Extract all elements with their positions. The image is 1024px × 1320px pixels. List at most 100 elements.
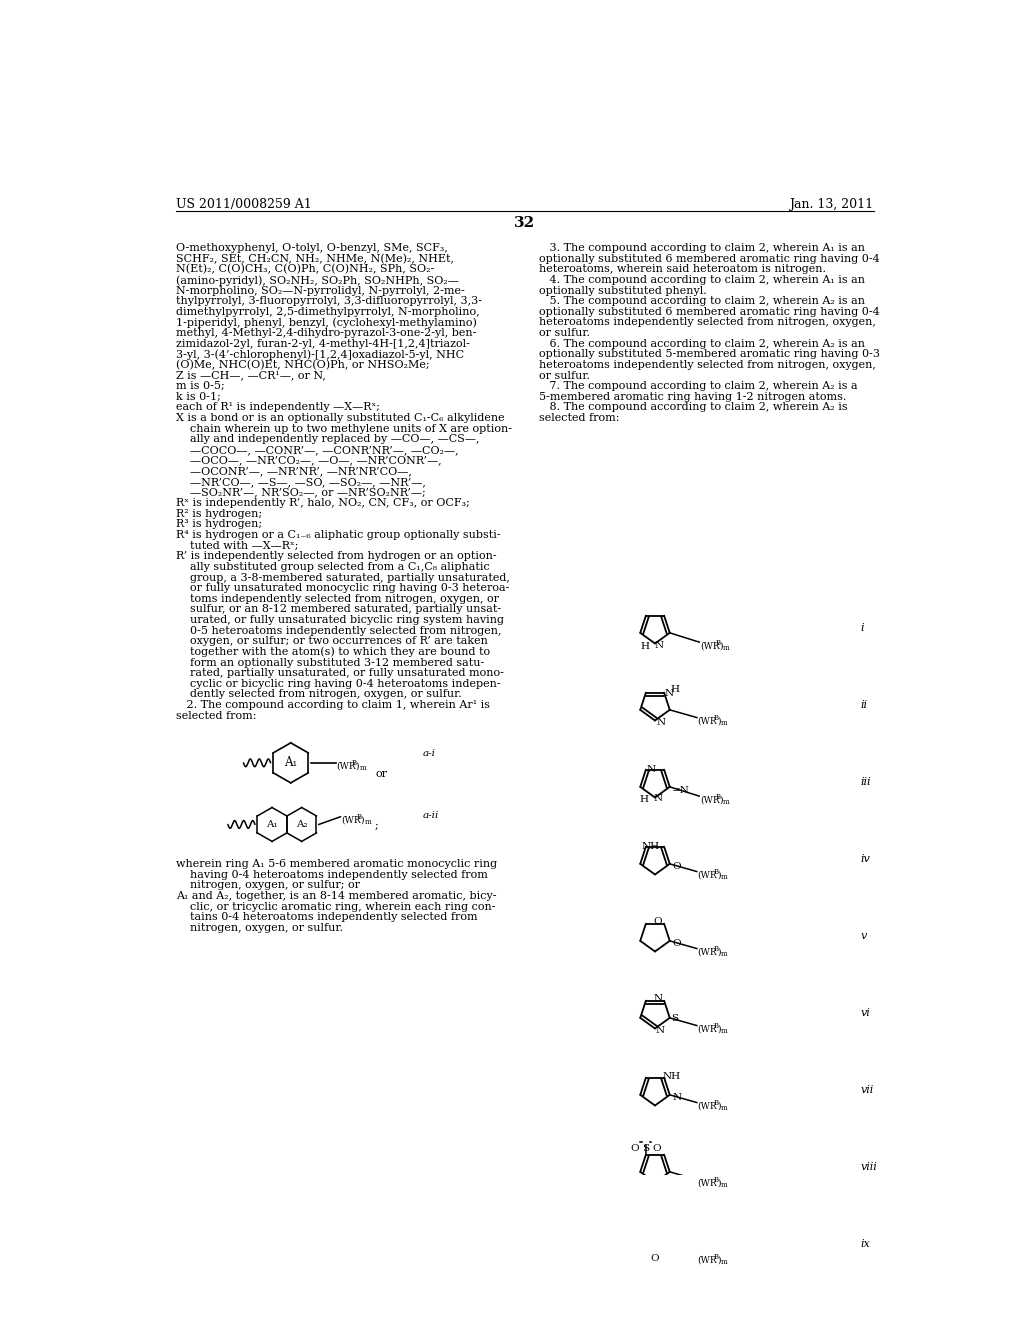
Text: A₁ and A₂, together, is an 8-14 membered aromatic, bicy-: A₁ and A₂, together, is an 8-14 membered… xyxy=(176,891,497,902)
Text: 2. The compound according to claim 1, wherein Ar¹ is: 2. The compound according to claim 1, wh… xyxy=(176,700,490,710)
Text: zimidazol-2yl, furan-2-yl, 4-methyl-4H-[1,2,4]triazol-: zimidazol-2yl, furan-2-yl, 4-methyl-4H-[… xyxy=(176,339,470,348)
Text: m: m xyxy=(723,797,730,805)
Text: 1-piperidyl, phenyl, benzyl, (cyclohexyl-methylamino): 1-piperidyl, phenyl, benzyl, (cyclohexyl… xyxy=(176,318,477,329)
Text: iii: iii xyxy=(860,777,870,787)
Text: N: N xyxy=(654,640,664,649)
Text: ): ) xyxy=(717,1255,721,1265)
Text: methyl, 4-Methyl-2,4-dihydro-pyrazol-3-one-2-yl, ben-: methyl, 4-Methyl-2,4-dihydro-pyrazol-3-o… xyxy=(176,329,476,338)
Text: m: m xyxy=(723,644,730,652)
Text: SCHF₂, SEt, CH₂CN, NH₂, NHMe, N(Me)₂, NHEt,: SCHF₂, SEt, CH₂CN, NH₂, NHMe, N(Me)₂, NH… xyxy=(176,253,454,264)
Text: N: N xyxy=(653,994,663,1003)
Text: N: N xyxy=(653,793,663,803)
Text: B: B xyxy=(713,869,718,876)
Text: (amino-pyridyl), SO₂NH₂, SO₂Ph, SO₂NHPh, SO₂—: (amino-pyridyl), SO₂NH₂, SO₂Ph, SO₂NHPh,… xyxy=(176,275,459,285)
Text: N: N xyxy=(647,766,655,774)
Text: B: B xyxy=(713,945,718,953)
Text: sulfur, or an 8-12 membered saturated, partially unsat-: sulfur, or an 8-12 membered saturated, p… xyxy=(176,605,501,614)
Text: O: O xyxy=(672,939,681,948)
Text: ): ) xyxy=(719,642,723,651)
Text: ): ) xyxy=(717,1102,721,1111)
Text: B: B xyxy=(713,1176,718,1184)
Text: ally and independently replaced by —CO—, —CS—,: ally and independently replaced by —CO—,… xyxy=(176,434,479,445)
Text: m: m xyxy=(721,950,728,958)
Text: urated, or fully unsaturated bicyclic ring system having: urated, or fully unsaturated bicyclic ri… xyxy=(176,615,504,624)
Text: B: B xyxy=(713,1254,718,1262)
Text: ii: ii xyxy=(860,700,867,710)
Text: vi: vi xyxy=(860,1008,870,1018)
Text: (WR: (WR xyxy=(697,717,717,726)
Text: heteroatoms, wherein said heteroatom is nitrogen.: heteroatoms, wherein said heteroatom is … xyxy=(539,264,825,275)
Text: —NR’CO—, —S—, —SO, —SO₂—, —NR’—,: —NR’CO—, —S—, —SO, —SO₂—, —NR’—, xyxy=(176,477,426,487)
Text: O: O xyxy=(650,1254,659,1263)
Text: ): ) xyxy=(717,871,721,880)
Text: R³ is hydrogen;: R³ is hydrogen; xyxy=(176,519,262,529)
Text: O-methoxyphenyl, O-tolyl, O-benzyl, SMe, SCF₃,: O-methoxyphenyl, O-tolyl, O-benzyl, SMe,… xyxy=(176,243,447,253)
Text: US 2011/0008259 A1: US 2011/0008259 A1 xyxy=(176,198,311,211)
Text: or fully unsaturated monocyclic ring having 0-3 heteroa-: or fully unsaturated monocyclic ring hav… xyxy=(176,583,509,593)
Text: —OCONR’—, —NR’NR’, —NR’NR’CO—,: —OCONR’—, —NR’NR’, —NR’NR’CO—, xyxy=(176,466,412,477)
Text: 3. The compound according to claim 2, wherein A₁ is an: 3. The compound according to claim 2, wh… xyxy=(539,243,864,253)
Text: group, a 3-8-membered saturated, partially unsaturated,: group, a 3-8-membered saturated, partial… xyxy=(176,573,510,582)
Text: (WR: (WR xyxy=(700,642,720,651)
Text: chain wherein up to two methylene units of X are option-: chain wherein up to two methylene units … xyxy=(176,424,512,434)
Text: S: S xyxy=(642,1144,649,1152)
Text: viii: viii xyxy=(860,1162,878,1172)
Text: A₁: A₁ xyxy=(284,756,297,770)
Text: NH: NH xyxy=(642,842,660,851)
Text: (WR: (WR xyxy=(697,948,717,957)
Text: nitrogen, oxygen, or sulfur; or: nitrogen, oxygen, or sulfur; or xyxy=(176,880,360,891)
Text: A₂: A₂ xyxy=(296,820,307,829)
Text: N: N xyxy=(672,1093,681,1102)
Text: O: O xyxy=(653,917,662,925)
Text: ;: ; xyxy=(375,821,378,832)
Text: N: N xyxy=(655,1027,665,1035)
Text: vii: vii xyxy=(860,1085,873,1096)
Text: O: O xyxy=(672,862,681,871)
Text: ally substituted group selected from a C₁,C₈ aliphatic: ally substituted group selected from a C… xyxy=(176,562,489,572)
Text: nitrogen, oxygen, or sulfur.: nitrogen, oxygen, or sulfur. xyxy=(176,923,343,933)
Text: v: v xyxy=(860,931,866,941)
Text: (WR: (WR xyxy=(700,796,720,804)
Text: —COCO—, —CONR’—, —CONR’NR’—, —CO₂—,: —COCO—, —CONR’—, —CONR’NR’—, —CO₂—, xyxy=(176,445,459,455)
Text: form an optionally substituted 3-12 membered satu-: form an optionally substituted 3-12 memb… xyxy=(176,657,484,668)
Text: heteroatoms independently selected from nitrogen, oxygen,: heteroatoms independently selected from … xyxy=(539,318,876,327)
Text: H: H xyxy=(640,795,649,804)
Text: R⁴ is hydrogen or a C₁₋₆ aliphatic group optionally substi-: R⁴ is hydrogen or a C₁₋₆ aliphatic group… xyxy=(176,531,501,540)
Text: 3-yl, 3-(4’-chlorophenyl)-[1,2,4]oxadiazol-5-yl, NHC: 3-yl, 3-(4’-chlorophenyl)-[1,2,4]oxadiaz… xyxy=(176,350,464,360)
Text: ): ) xyxy=(717,717,721,726)
Text: (WR: (WR xyxy=(337,762,356,771)
Text: toms independently selected from nitrogen, oxygen, or: toms independently selected from nitroge… xyxy=(176,594,499,603)
Text: B: B xyxy=(713,1100,718,1107)
Text: optionally substituted 5-membered aromatic ring having 0-3: optionally substituted 5-membered aromat… xyxy=(539,350,880,359)
Text: cyclic or bicyclic ring having 0-4 heteroatoms indepen-: cyclic or bicyclic ring having 0-4 heter… xyxy=(176,678,501,689)
Text: —SO₂NR’—, NR’SO₂—, or —NR’SO₂NR’—;: —SO₂NR’—, NR’SO₂—, or —NR’SO₂NR’—; xyxy=(176,487,426,498)
Text: a-i: a-i xyxy=(423,748,435,758)
Text: m: m xyxy=(359,763,367,772)
Text: 7. The compound according to claim 2, wherein A₂ is a: 7. The compound according to claim 2, wh… xyxy=(539,381,857,391)
Text: ): ) xyxy=(356,762,359,771)
Text: k is 0-1;: k is 0-1; xyxy=(176,392,221,401)
Text: R’ is independently selected from hydrogen or an option-: R’ is independently selected from hydrog… xyxy=(176,552,497,561)
Text: Jan. 13, 2011: Jan. 13, 2011 xyxy=(790,198,873,211)
Text: m: m xyxy=(721,1104,728,1111)
Text: (WR: (WR xyxy=(697,1024,717,1034)
Text: or sulfur.: or sulfur. xyxy=(539,329,590,338)
Text: —OCO—, —NR’CO₂—, —O—, —NR’CONR’—,: —OCO—, —NR’CO₂—, —O—, —NR’CONR’—, xyxy=(176,455,441,466)
Text: NH: NH xyxy=(663,1072,681,1081)
Text: B: B xyxy=(713,1023,718,1031)
Text: optionally substituted 6 membered aromatic ring having 0-4: optionally substituted 6 membered aromat… xyxy=(539,306,880,317)
Text: (WR: (WR xyxy=(697,871,717,880)
Text: X is a bond or is an optionally substituted C₁-C₆ alkylidene: X is a bond or is an optionally substitu… xyxy=(176,413,505,424)
Text: ): ) xyxy=(717,1179,721,1188)
Text: m: m xyxy=(721,1258,728,1266)
Text: B: B xyxy=(356,813,361,821)
Text: O: O xyxy=(652,1144,662,1152)
Text: H: H xyxy=(641,642,649,651)
Text: or sulfur.: or sulfur. xyxy=(539,371,590,380)
Text: ix: ix xyxy=(860,1239,870,1249)
Text: m: m xyxy=(365,817,372,825)
Text: 6. The compound according to claim 2, wherein A₂ is an: 6. The compound according to claim 2, wh… xyxy=(539,339,864,348)
Text: 8. The compound according to claim 2, wherein A₂ is: 8. The compound according to claim 2, wh… xyxy=(539,403,848,412)
Text: each of R¹ is independently —X—Rˣ;: each of R¹ is independently —X—Rˣ; xyxy=(176,403,380,412)
Text: O: O xyxy=(630,1144,639,1152)
